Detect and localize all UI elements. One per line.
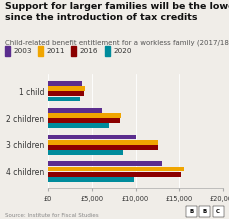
Text: Source: Institute for Fiscal Studies: Source: Institute for Fiscal Studies xyxy=(5,213,98,218)
Bar xyxy=(48,97,79,101)
Text: 2016: 2016 xyxy=(79,48,98,55)
Bar xyxy=(48,134,135,140)
Bar xyxy=(48,108,102,113)
Bar xyxy=(48,167,183,171)
Bar xyxy=(48,145,157,150)
Bar xyxy=(48,123,109,128)
Bar xyxy=(48,86,85,91)
Text: B: B xyxy=(202,209,206,214)
FancyBboxPatch shape xyxy=(212,206,223,217)
Bar xyxy=(48,161,161,166)
Bar xyxy=(48,113,120,118)
Bar xyxy=(48,118,120,123)
Text: 2020: 2020 xyxy=(113,48,131,55)
Text: Child-related benefit entitlement for a workless family (2017/18 prices): Child-related benefit entitlement for a … xyxy=(5,39,229,46)
Bar xyxy=(48,140,157,145)
Bar xyxy=(48,81,81,86)
Bar xyxy=(48,150,122,155)
Bar xyxy=(48,172,180,177)
Bar xyxy=(48,91,84,96)
Text: C: C xyxy=(215,209,219,214)
Text: 2011: 2011 xyxy=(46,48,65,55)
Text: B: B xyxy=(189,209,193,214)
Bar xyxy=(48,177,133,182)
FancyBboxPatch shape xyxy=(199,206,210,217)
Text: 2003: 2003 xyxy=(13,48,31,55)
Text: Support for larger families will be the lowest
since the introduction of tax cre: Support for larger families will be the … xyxy=(5,2,229,22)
FancyBboxPatch shape xyxy=(185,206,196,217)
